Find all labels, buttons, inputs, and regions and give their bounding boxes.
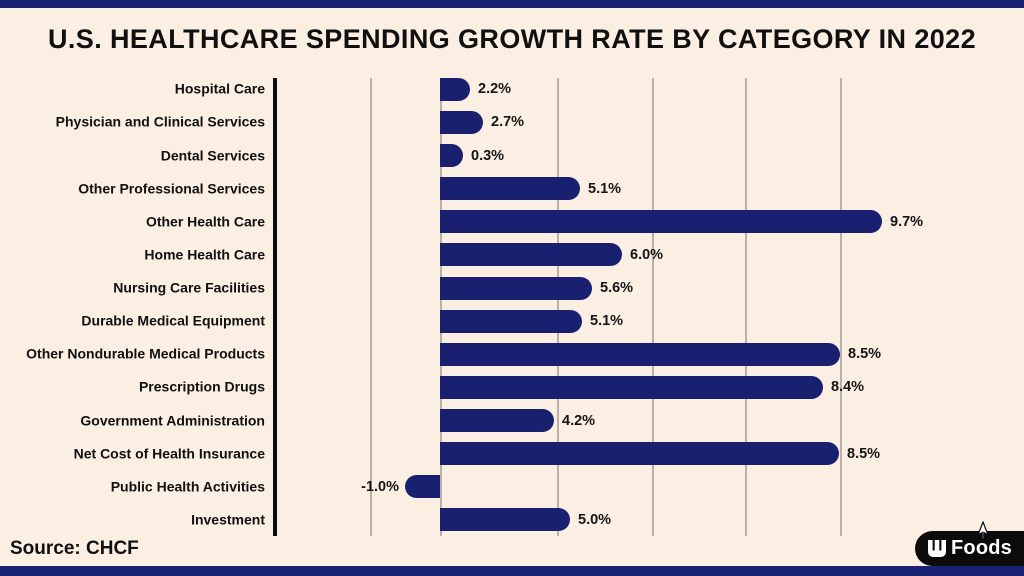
bar bbox=[440, 77, 470, 101]
value-label: 5.0% bbox=[578, 511, 612, 528]
category-label: Public Health Activities bbox=[110, 478, 265, 495]
value-label: 8.5% bbox=[847, 445, 881, 462]
value-label: 4.2% bbox=[562, 412, 596, 429]
source-note: Source: CHCF bbox=[10, 538, 139, 559]
category-label: Dental Services bbox=[160, 147, 265, 164]
category-label: Prescription Drugs bbox=[138, 378, 265, 395]
gridline bbox=[557, 78, 559, 536]
category-label: Other Health Care bbox=[145, 213, 265, 230]
value-label: 6.0% bbox=[630, 246, 664, 263]
value-label: 5.1% bbox=[590, 313, 624, 330]
value-label: 2.7% bbox=[491, 114, 525, 131]
bar bbox=[440, 409, 554, 433]
bar bbox=[440, 375, 823, 399]
bar bbox=[440, 177, 580, 201]
category-label: Physician and Clinical Services bbox=[55, 113, 265, 130]
gridline bbox=[840, 78, 842, 536]
bar bbox=[405, 475, 440, 499]
bar bbox=[440, 442, 839, 466]
category-label: Nursing Care Facilities bbox=[113, 279, 265, 296]
gridline bbox=[745, 78, 747, 536]
category-label: Investment bbox=[191, 511, 265, 528]
category-axis-line bbox=[273, 78, 277, 536]
category-label: Hospital Care bbox=[174, 80, 265, 97]
gridline bbox=[370, 78, 372, 536]
brand-logo: Foods bbox=[915, 521, 1024, 566]
value-label: 5.6% bbox=[600, 280, 634, 297]
value-label: 8.5% bbox=[848, 346, 882, 363]
value-label: 0.3% bbox=[471, 147, 505, 164]
brand-wordmark: Foods bbox=[951, 537, 1012, 559]
category-label: Durable Medical Equipment bbox=[81, 312, 265, 329]
chart-title: U.S. HEALTHCARE SPENDING GROWTH RATE BY … bbox=[47, 24, 976, 54]
brand-w-icon bbox=[928, 540, 946, 557]
bar bbox=[440, 342, 840, 366]
value-label: 9.7% bbox=[890, 213, 924, 230]
bar bbox=[440, 144, 463, 168]
value-label: -1.0% bbox=[361, 478, 399, 495]
gridline bbox=[652, 78, 654, 536]
category-label: Home Health Care bbox=[144, 246, 265, 263]
bar bbox=[440, 309, 582, 333]
value-label: 2.2% bbox=[478, 81, 512, 98]
bar bbox=[440, 243, 622, 267]
bar bbox=[440, 210, 882, 234]
bottom-border-strip bbox=[0, 566, 1024, 576]
category-label: Net Cost of Health Insurance bbox=[73, 445, 265, 462]
bar bbox=[440, 110, 483, 134]
gridline bbox=[440, 78, 442, 536]
bar bbox=[440, 276, 592, 300]
top-border-strip bbox=[0, 0, 1024, 8]
bar bbox=[440, 508, 570, 532]
value-label: 5.1% bbox=[588, 180, 622, 197]
cursor-icon bbox=[976, 521, 990, 540]
category-label: Other Nondurable Medical Products bbox=[26, 345, 265, 362]
value-label: 8.4% bbox=[831, 379, 865, 396]
category-label: Government Administration bbox=[80, 412, 265, 429]
category-label: Other Professional Services bbox=[78, 180, 265, 197]
